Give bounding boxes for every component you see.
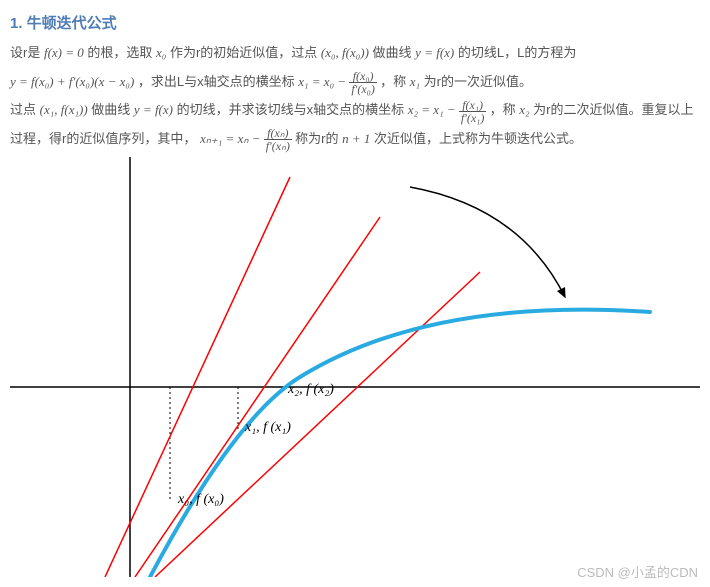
math-pt1: (x₁, f(x₁)) — [40, 102, 88, 117]
lhs: x₂ = x₁ − — [408, 102, 459, 117]
lhs: xₙ₊₁ = xₙ − — [200, 131, 264, 146]
math-x0: x₀ — [156, 45, 166, 60]
txt: 称为r的 — [295, 131, 338, 146]
math-yfx2: y = f(x) — [134, 102, 173, 117]
txt: 作为r的初始近似值，过点 — [170, 45, 321, 60]
math-x2eq: x₂ = x₁ − f(x₁)f′(x₁) — [408, 102, 490, 117]
math-np1: n + 1 — [342, 131, 370, 146]
point-label-x1: x₁, f (x₁) — [245, 420, 291, 436]
denominator: f′(x₀) — [349, 83, 376, 95]
math-x2: x₂ — [519, 102, 529, 117]
math-fx0: f(x) = 0 — [44, 45, 84, 60]
txt: ，称 — [490, 102, 516, 117]
txt: ，求出L与x轴交点的横坐标 — [138, 74, 298, 89]
math-x1eq: x₁ = x₀ − f(x₀)f′(x₀) — [298, 74, 380, 89]
fraction: f(x₁)f′(x₁) — [459, 99, 486, 124]
watermark-text: CSDN @小孟的CDN — [577, 562, 698, 581]
fraction: f(xₙ)f′(xₙ) — [264, 127, 292, 152]
txt: 做曲线 — [373, 45, 412, 60]
txt: ，称 — [380, 74, 406, 89]
txt: 的根，选取 — [87, 45, 156, 60]
diagram-svg — [10, 157, 700, 577]
math-x1: x₁ — [410, 74, 420, 89]
section-title: 1. 牛顿迭代公式 — [10, 12, 700, 33]
point-label-x2: x₂, f (x₂) — [288, 382, 334, 398]
txt: 的切线，并求该切线与x轴交点的横坐标 — [177, 102, 408, 117]
txt: 做曲线 — [91, 102, 134, 117]
txt: 次近似值，上式称为牛顿迭代公式。 — [374, 131, 582, 146]
lhs: x₁ = x₀ − — [298, 74, 349, 89]
txt: 的切线L，L的方程为 — [458, 45, 576, 60]
txt: 为r的一次近似值。 — [424, 74, 532, 89]
denominator: f′(xₙ) — [264, 140, 292, 152]
txt: 设r是 — [10, 45, 44, 60]
math-pt0: (x₀, f(x₀)) — [321, 45, 369, 60]
math-tangent-line: y = f(x₀) + f′(x₀)(x − x₀) — [10, 74, 134, 89]
point-label-x0: x₀, f (x₀) — [178, 492, 224, 508]
numerator: f(x₁) — [459, 99, 486, 112]
fraction: f(x₀)f′(x₀) — [349, 70, 376, 95]
txt: 过点 — [10, 102, 36, 117]
math-yfx: y = f(x) — [415, 45, 454, 60]
description-text: 设r是 f(x) = 0 的根，选取 x₀ 作为r的初始近似值，过点 (x₀, … — [10, 39, 700, 153]
newton-iteration-diagram: x₂, f (x₂) x₁, f (x₁) x₀, f (x₀) — [10, 157, 700, 577]
math-xn1: xₙ₊₁ = xₙ − f(xₙ)f′(xₙ) — [200, 131, 295, 146]
denominator: f′(x₁) — [459, 112, 486, 124]
